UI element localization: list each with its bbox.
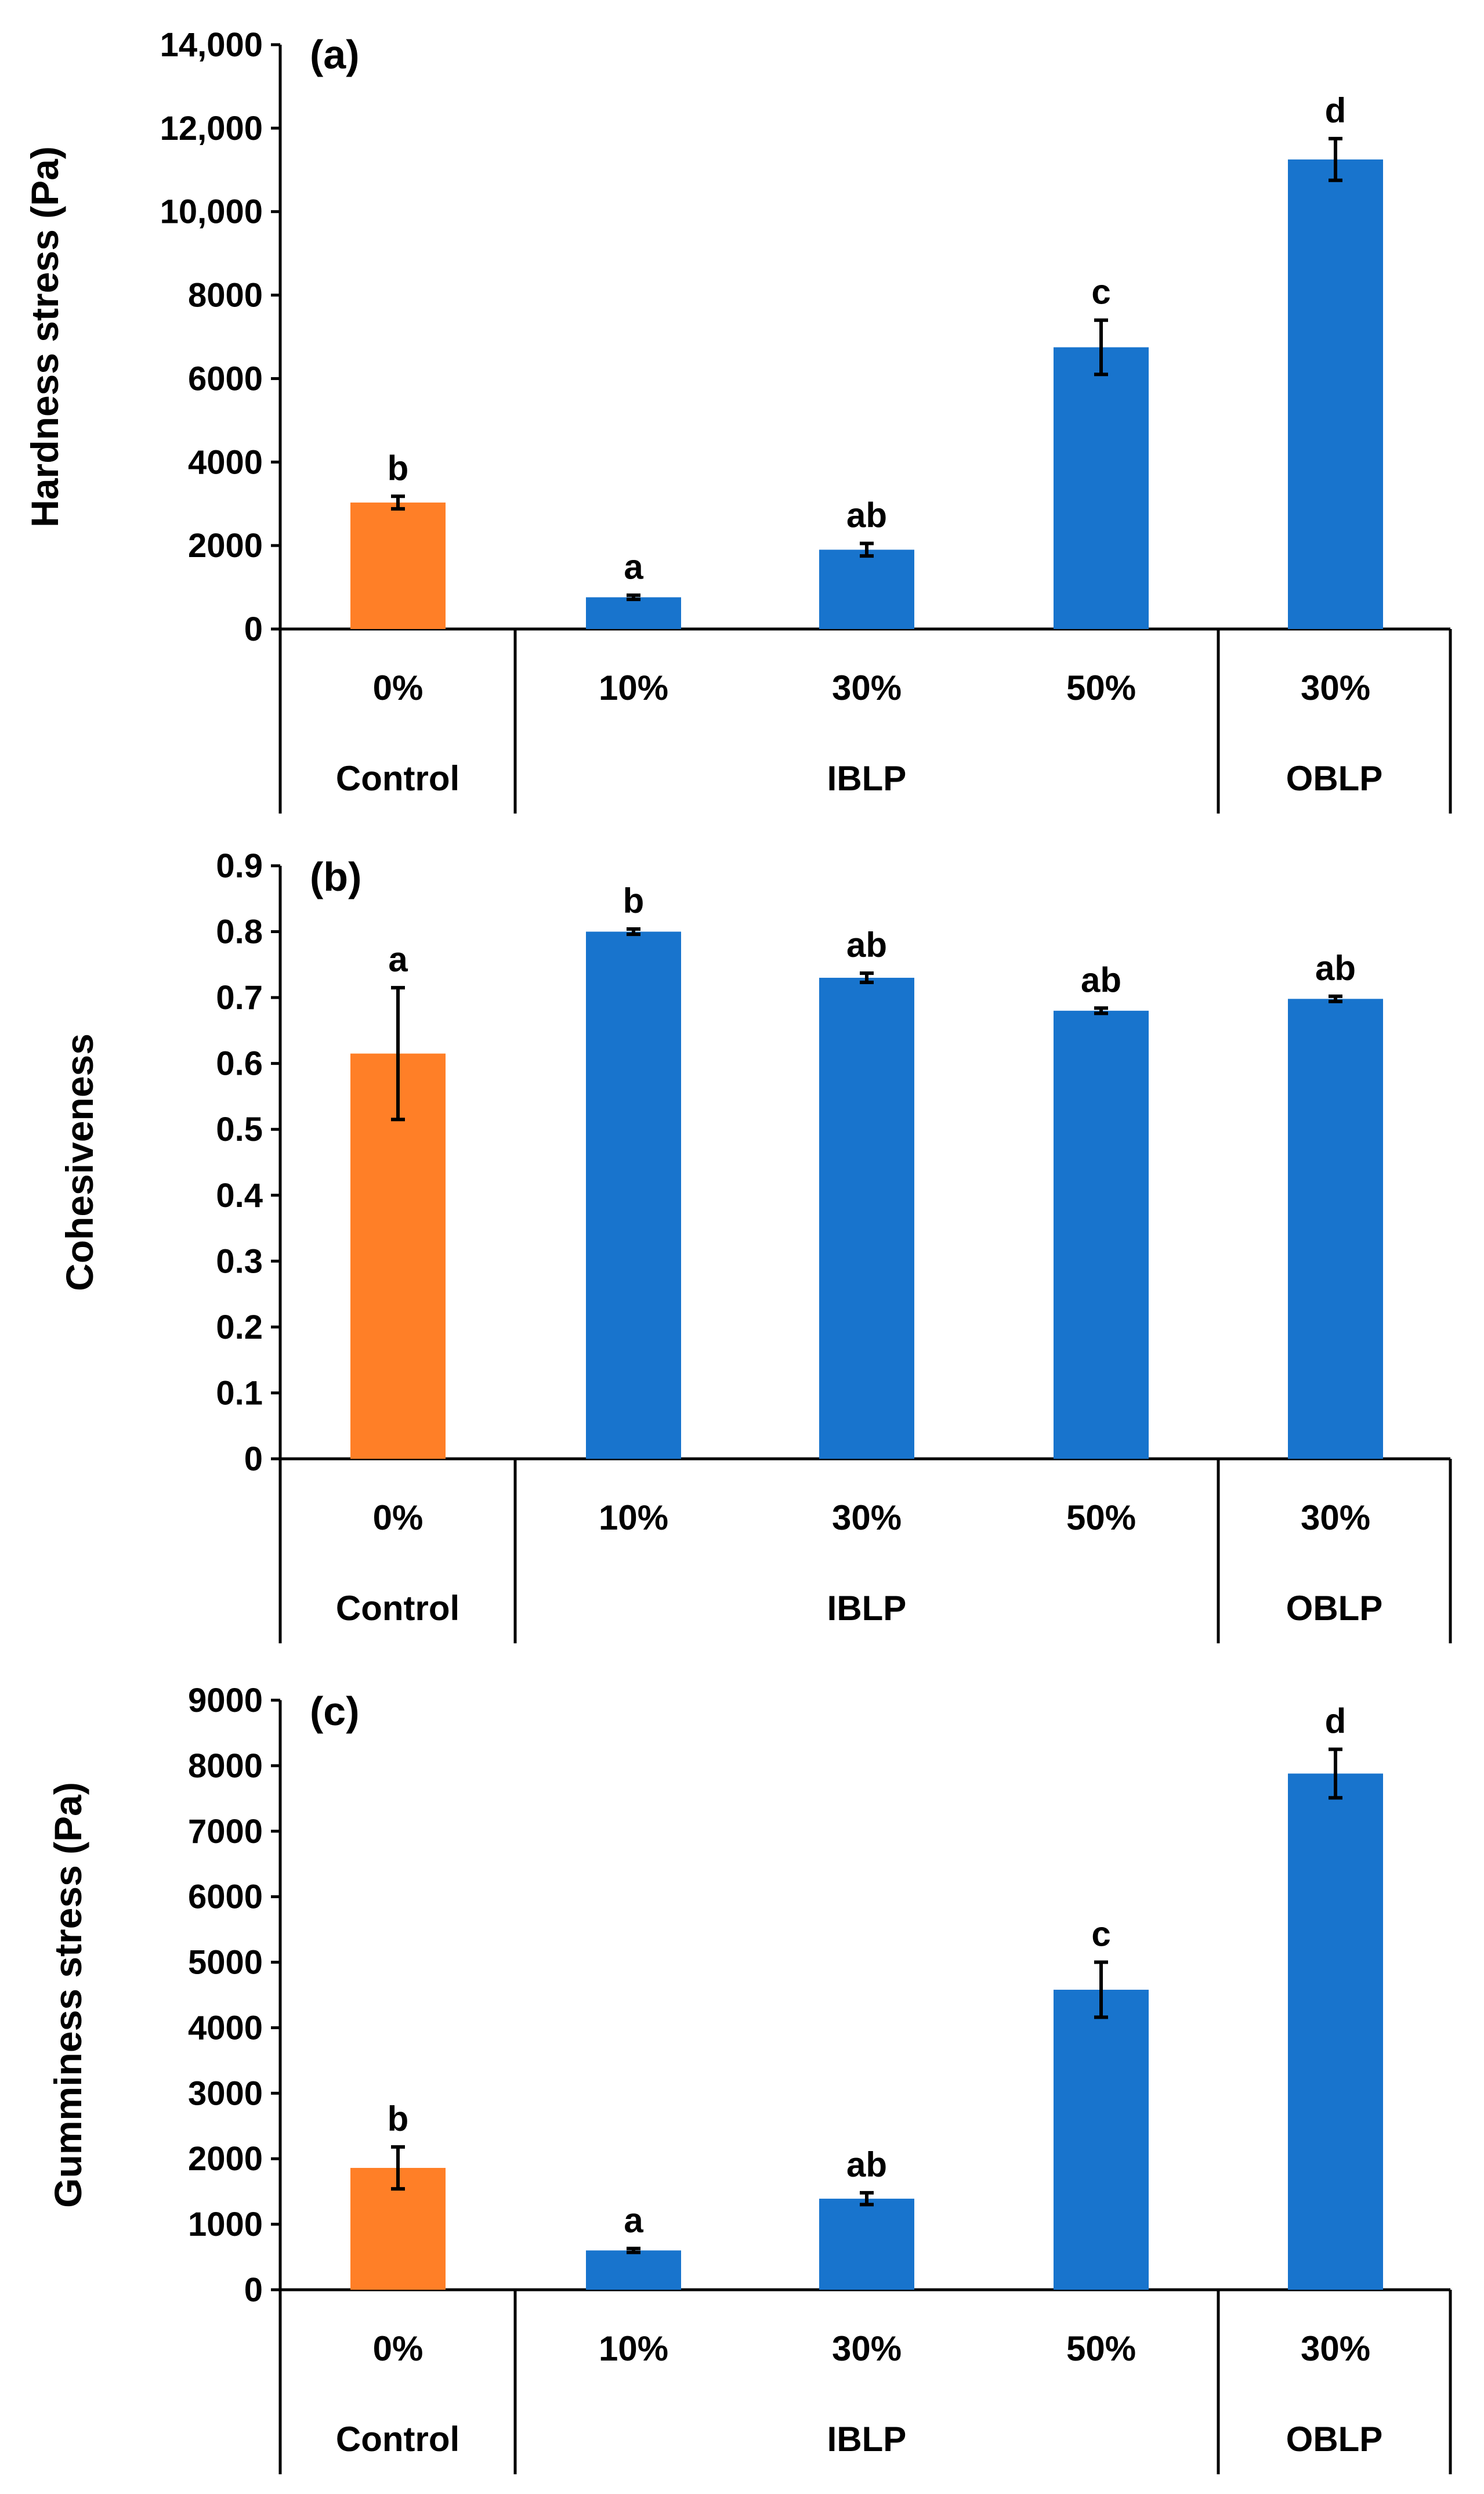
group-label: IBLP [827, 759, 907, 798]
x-tick-label: 30% [832, 668, 902, 707]
y-tick-label: 6000 [188, 360, 263, 397]
group-label: OBLP [1286, 2420, 1383, 2459]
y-tick-label: 3000 [188, 2074, 263, 2112]
significance-letter: ab [846, 496, 887, 535]
y-tick-label: 14,000 [160, 26, 263, 64]
significance-letter: ab [846, 2145, 887, 2184]
y-axis-title: Gumminess stress (Pa) [46, 1782, 89, 2208]
panel-label: (b) [310, 854, 361, 899]
y-tick-label: 12,000 [160, 110, 263, 147]
y-tick-label: 5000 [188, 1944, 263, 1982]
y-tick-label: 0.8 [216, 913, 263, 951]
x-tick-label: 50% [1066, 2329, 1136, 2368]
group-label: IBLP [827, 2420, 907, 2459]
y-tick-label: 0.2 [216, 1309, 263, 1346]
group-label: Control [336, 2420, 459, 2459]
significance-letter: b [623, 881, 645, 920]
y-tick-label: 4000 [188, 2009, 263, 2047]
y-tick-label: 2000 [188, 2140, 263, 2178]
y-tick-label: 4000 [188, 443, 263, 481]
x-tick-label: 30% [832, 2329, 902, 2368]
y-tick-label: 0.6 [216, 1045, 263, 1083]
bar [1288, 1773, 1383, 2290]
x-tick-label: 30% [832, 1498, 902, 1537]
significance-letter: a [624, 548, 643, 587]
bar [586, 597, 681, 629]
y-tick-label: 0.3 [216, 1242, 263, 1280]
y-tick-label: 0.4 [216, 1177, 263, 1215]
bar [819, 550, 914, 629]
bar [819, 2199, 914, 2290]
y-axis-title: Cohesiveness [58, 1033, 101, 1291]
y-axis-title: Hardness stress (Pa) [23, 146, 66, 527]
significance-letter: a [624, 2201, 643, 2240]
y-tick-label: 0 [244, 610, 263, 648]
y-tick-label: 1000 [188, 2206, 263, 2243]
significance-letter: ab [1315, 949, 1356, 988]
panel-label: (a) [310, 32, 360, 77]
y-tick-label: 2000 [188, 527, 263, 565]
significance-letter: ab [846, 926, 887, 964]
y-tick-label: 0.9 [216, 847, 263, 885]
panel-c-gumminess-chart: 0 1000 2000 3000 4000 5000 6000 7000 8000 9000 Gum… [46, 1682, 1452, 2474]
bar [819, 978, 914, 1459]
x-tick-label: 30% [1301, 668, 1370, 707]
bar [1054, 347, 1149, 629]
y-tick-label: 8000 [188, 277, 263, 315]
y-tick-label: 0.1 [216, 1374, 263, 1412]
bar [1288, 159, 1383, 629]
y-tick-label: 8000 [188, 1747, 263, 1785]
bar [1054, 1010, 1149, 1459]
x-tick-label: 0% [373, 1498, 424, 1537]
significance-letter: c [1091, 273, 1110, 312]
x-tick-label: 10% [599, 2329, 668, 2368]
significance-letter: ab [1081, 960, 1121, 999]
y-tick-label: 0 [244, 2271, 263, 2309]
group-label: OBLP [1286, 759, 1383, 798]
significance-letter: b [388, 449, 409, 487]
x-tick-label: 30% [1301, 2329, 1370, 2368]
bar [586, 2250, 681, 2290]
y-tick-label: 10,000 [160, 193, 263, 231]
y-tick-label: 6000 [188, 1878, 263, 1916]
group-label: Control [336, 1589, 459, 1628]
x-tick-label: 10% [599, 1498, 668, 1537]
y-tick-label: 0.5 [216, 1111, 263, 1148]
panel-b-cohesiveness-chart: 0 0.1 0.2 0.3 0.4 0.5 0.6 0.7 0.8 0.9 Cohesiveness… [58, 847, 1452, 1643]
x-tick-label: 0% [373, 668, 424, 707]
significance-letter: b [388, 2099, 409, 2138]
group-label: Control [336, 759, 459, 798]
bar [1288, 999, 1383, 1459]
significance-letter: d [1325, 1702, 1347, 1741]
y-tick-label: 7000 [188, 1813, 263, 1850]
group-label: IBLP [827, 1589, 907, 1628]
significance-letter: a [388, 940, 408, 979]
panel-a-hardness-chart: 0 2000 4000 6000 8000 10,000 12,000 14,000 Hardn… [23, 26, 1452, 814]
panel-label: (c) [310, 1689, 360, 1734]
significance-letter: c [1091, 1915, 1110, 1954]
bar [1054, 1989, 1149, 2290]
x-tick-label: 30% [1301, 1498, 1370, 1537]
x-tick-label: 10% [599, 668, 668, 707]
bar [350, 503, 446, 629]
y-tick-label: 9000 [188, 1682, 263, 1719]
x-tick-label: 50% [1066, 1498, 1136, 1537]
y-tick-label: 0 [244, 1440, 263, 1478]
group-label: OBLP [1286, 1589, 1383, 1628]
x-tick-label: 50% [1066, 668, 1136, 707]
bar [586, 931, 681, 1459]
y-tick-label: 0.7 [216, 979, 263, 1017]
significance-letter: d [1325, 91, 1347, 130]
x-tick-label: 0% [373, 2329, 424, 2368]
